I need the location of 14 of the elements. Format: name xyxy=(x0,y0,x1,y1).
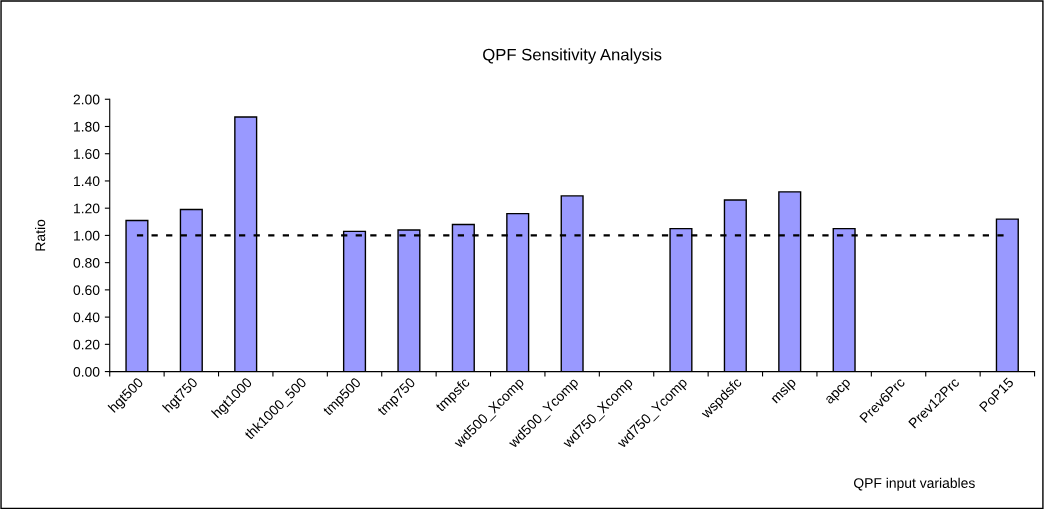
y-tick-label: 1.80 xyxy=(74,121,100,132)
y-tick-label: 2.00 xyxy=(73,94,100,105)
y-tick-label: 1.20 xyxy=(74,203,100,214)
y-axis-title: Ratio xyxy=(35,219,46,251)
y-tick-label: 0.60 xyxy=(73,285,100,296)
y-tick-label: 1.60 xyxy=(74,149,100,159)
y-tick-label: 0.20 xyxy=(73,339,100,350)
y-tick-label: 1.40 xyxy=(74,176,100,187)
chart-title: QPF Sensitivity Analysis xyxy=(483,48,662,64)
x-axis-title: QPF input variables xyxy=(854,477,975,491)
y-tick-label: 0.00 xyxy=(73,366,100,377)
y-tick-label: 1.00 xyxy=(74,230,100,241)
y-tick-label: 0.80 xyxy=(73,257,100,268)
y-tick-label: 0.40 xyxy=(73,312,100,323)
